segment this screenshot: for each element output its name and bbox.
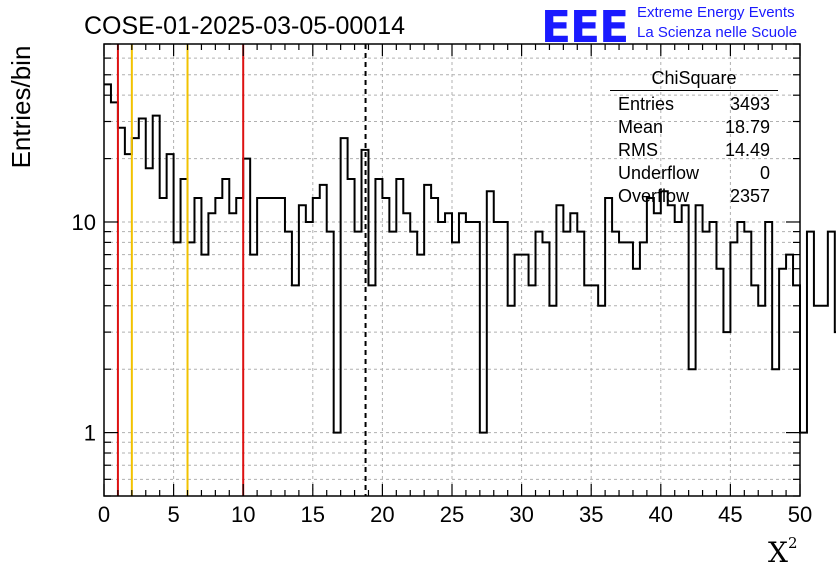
stats-row: Entries 3493 <box>618 94 770 114</box>
x-axis: 0 5 10 15 20 25 30 35 40 45 50 <box>98 44 812 527</box>
x-tick-label: 50 <box>788 502 812 527</box>
stats-row: Underflow 0 <box>618 163 770 183</box>
stats-box: ChiSquare Entries 3493 Mean 18.79 RMS 14.49… <box>610 68 778 208</box>
stats-row: RMS 14.49 <box>618 140 770 160</box>
histogram-series <box>104 83 836 434</box>
y-tick-label: 10 <box>72 210 96 235</box>
stats-row: Overflow 2357 <box>618 186 770 206</box>
y-tick-label: 1 <box>84 421 96 446</box>
stats-title: ChiSquare <box>610 68 778 91</box>
y-axis-label: Entries/bin <box>6 45 36 169</box>
logo-line-2: La Scienza nelle Scuole <box>637 24 798 41</box>
logo-line-1: Extreme Energy Events <box>637 4 795 21</box>
x-tick-label: 0 <box>98 502 110 527</box>
reference-lines <box>116 44 367 496</box>
histogram-bins <box>104 83 836 434</box>
x-tick-label: 30 <box>509 502 533 527</box>
x-tick-label: 35 <box>579 502 603 527</box>
stats-row: Mean 18.79 <box>618 117 770 137</box>
x-tick-label: 20 <box>370 502 394 527</box>
x-tick-label: 25 <box>440 502 464 527</box>
x-tick-label: 10 <box>231 502 255 527</box>
chart-title: COSE-01-2025-03-05-00014 <box>84 12 406 40</box>
x-axis-label: X2 <box>768 534 798 569</box>
x-tick-label: 40 <box>649 502 673 527</box>
x-tick-label: 15 <box>301 502 325 527</box>
x-tick-label: 5 <box>167 502 179 527</box>
x-tick-label: 45 <box>718 502 742 527</box>
y-axis: 1 10 <box>72 43 800 497</box>
eee-logo: EEE <box>541 2 629 53</box>
